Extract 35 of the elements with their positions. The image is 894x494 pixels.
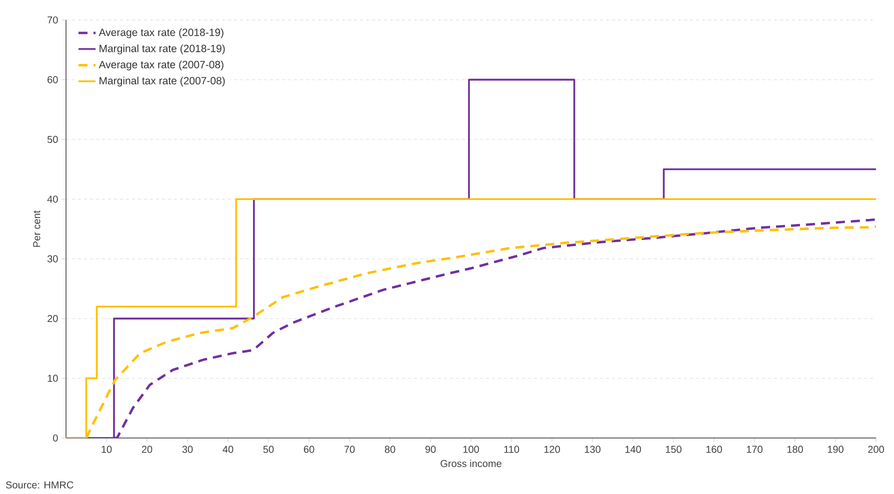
y-tick-label: 20 — [48, 315, 58, 322]
x-tick-label: 110 — [504, 446, 520, 453]
x-tick-label: 180 — [787, 446, 803, 453]
legend-label: Average tax rate (2018-19) — [98, 28, 224, 38]
y-tick-label: 60 — [48, 76, 58, 84]
x-tick-label: 170 — [746, 446, 762, 453]
y-tick-label: 0 — [53, 434, 58, 442]
y-tick-label: 70 — [48, 16, 58, 24]
x-tick-label: 80 — [384, 446, 396, 453]
x-tick-label: 40 — [222, 446, 234, 453]
y-tick-label: 10 — [48, 374, 58, 382]
x-tick-label: 10 — [102, 446, 112, 453]
x-tick-label: 160 — [706, 446, 722, 453]
x-tick-label: 60 — [304, 446, 314, 453]
y-tick-label: 50 — [47, 136, 58, 143]
source-note: Source: HMRC — [6, 481, 74, 488]
x-tick-label: 20 — [142, 446, 152, 453]
y-tick-label: 40 — [47, 196, 58, 203]
legend-label: Average tax rate (2007-08) — [98, 60, 224, 70]
legend-label: Marginal tax rate (2018-19) — [100, 44, 225, 54]
y-tick-label: 30 — [47, 255, 58, 262]
legend-label: Marginal tax rate (2007-08) — [100, 76, 225, 86]
x-axis-title: Gross income — [440, 460, 502, 468]
x-tick-label: 100 — [463, 446, 479, 453]
x-tick-label: 130 — [584, 446, 600, 453]
x-tick-label: 150 — [666, 446, 682, 453]
y-axis-title: Per cent — [33, 210, 40, 247]
x-tick-label: 200 — [868, 446, 884, 453]
x-tick-label: 90 — [425, 446, 436, 453]
x-tick-label: 190 — [828, 446, 844, 453]
x-tick-label: 30 — [182, 446, 193, 453]
x-tick-label: 70 — [344, 446, 355, 453]
x-tick-label: 50 — [263, 446, 274, 453]
x-tick-label: 140 — [625, 446, 641, 453]
x-tick-label: 120 — [544, 446, 560, 453]
